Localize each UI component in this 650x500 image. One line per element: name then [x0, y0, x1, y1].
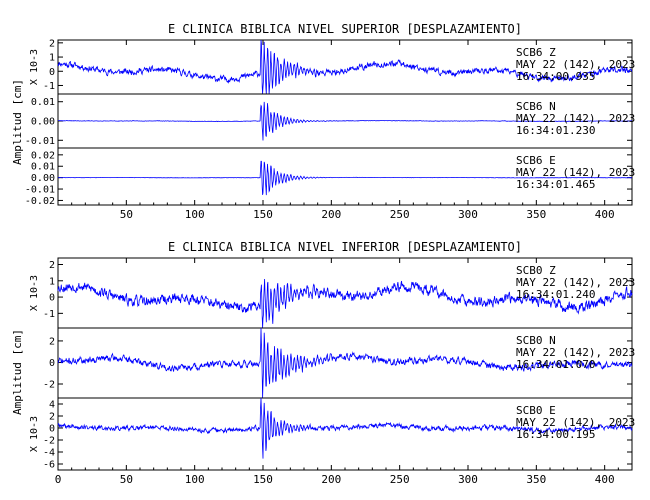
time-label: 16:34:01.230 — [516, 124, 595, 137]
y-tick-label: -6 — [43, 460, 55, 471]
y-multiplier-label: X 10-3 — [29, 49, 40, 85]
y-tick-label: 0 — [49, 67, 55, 78]
y-tick-label: -2 — [43, 380, 55, 391]
x-tick-label: 50 — [120, 473, 133, 486]
y-tick-label: 4 — [49, 400, 55, 411]
x-tick-label: 150 — [253, 208, 273, 221]
x-tick-label: 350 — [526, 208, 546, 221]
x-tick-label: 50 — [120, 208, 133, 221]
y-tick-label: -1 — [43, 81, 55, 92]
waveform-scb0-z — [57, 278, 633, 329]
y-tick-label: 0 — [49, 358, 55, 369]
y-tick-label: 1 — [49, 53, 55, 64]
x-tick-label: 250 — [390, 208, 410, 221]
x-tick-label: 100 — [185, 208, 205, 221]
time-label: 16:34:01.070 — [516, 358, 595, 371]
time-label: 16:34:00.195 — [516, 428, 595, 441]
y-tick-label: 2 — [49, 260, 55, 271]
y-tick-label: -4 — [43, 448, 55, 459]
y-axis-label: Amplitud [cm] — [11, 79, 24, 165]
y-tick-label: -1 — [43, 309, 55, 320]
date-label: MAY 22 (142), 2023 — [516, 166, 635, 179]
waveform-scb0-e — [57, 397, 633, 459]
x-tick-label: 300 — [458, 208, 478, 221]
y-tick-label: -2 — [43, 436, 55, 447]
y-axis-label: Amplitud [cm] — [11, 329, 24, 415]
waveform-scb6-z — [57, 39, 633, 95]
x-tick-label: 300 — [458, 473, 478, 486]
x-tick-label: 150 — [253, 473, 273, 486]
x-tick-label: 400 — [595, 473, 615, 486]
x-tick-label: 250 — [390, 473, 410, 486]
x-tick-label: 400 — [595, 208, 615, 221]
y-tick-label: 0.00 — [31, 117, 55, 128]
y-tick-label: 2 — [49, 412, 55, 423]
y-tick-label: -0.02 — [25, 196, 55, 207]
chart-title: E CLINICA BIBLICA NIVEL SUPERIOR [DESPLA… — [168, 22, 522, 36]
time-label: 16:34:00.935 — [516, 70, 595, 83]
y-multiplier-label: X 10-3 — [29, 416, 40, 452]
waveform-scb0-n — [57, 327, 633, 399]
y-tick-label: 2 — [49, 38, 55, 49]
station-label: SCB6 Z — [516, 46, 556, 59]
y-tick-label: 0.01 — [31, 162, 55, 173]
time-label: 16:34:01.240 — [516, 288, 595, 301]
date-label: MAY 22 (142), 2023 — [516, 346, 635, 359]
date-label: MAY 22 (142), 2023 — [516, 276, 635, 289]
x-tick-label: 100 — [185, 473, 205, 486]
station-label: SCB0 E — [516, 404, 556, 417]
date-label: MAY 22 (142), 2023 — [516, 112, 635, 125]
y-multiplier-label: X 10-3 — [29, 275, 40, 311]
y-tick-label: 0 — [49, 424, 55, 435]
date-label: MAY 22 (142), 2023 — [516, 416, 635, 429]
waveform-scb6-n — [58, 101, 633, 141]
y-tick-label: 1 — [49, 276, 55, 287]
date-label: MAY 22 (142), 2023 — [516, 58, 635, 71]
station-label: SCB0 N — [516, 334, 556, 347]
station-label: SCB0 Z — [516, 264, 556, 277]
panel-inferior: E CLINICA BIBLICA NIVEL INFERIOR [DESPLA… — [11, 240, 635, 486]
time-label: 16:34:01.465 — [516, 178, 595, 191]
y-tick-label: -0.01 — [25, 185, 55, 196]
x-tick-label: 200 — [321, 473, 341, 486]
chart-title: E CLINICA BIBLICA NIVEL INFERIOR [DESPLA… — [168, 240, 522, 254]
y-tick-label: 0.00 — [31, 173, 55, 184]
panel-superior: E CLINICA BIBLICA NIVEL SUPERIOR [DESPLA… — [11, 22, 635, 221]
x-tick-label: 200 — [321, 208, 341, 221]
station-label: SCB6 N — [516, 100, 556, 113]
station-label: SCB6 E — [516, 154, 556, 167]
y-tick-label: -0.01 — [25, 136, 55, 147]
y-tick-label: 0 — [49, 293, 55, 304]
y-tick-label: 2 — [49, 336, 55, 347]
y-tick-label: 0.02 — [31, 150, 55, 161]
y-tick-label: 0.01 — [31, 97, 55, 108]
waveform-scb6-e — [57, 160, 632, 196]
x-tick-label: 350 — [526, 473, 546, 486]
x-tick-label: 0 — [55, 473, 62, 486]
